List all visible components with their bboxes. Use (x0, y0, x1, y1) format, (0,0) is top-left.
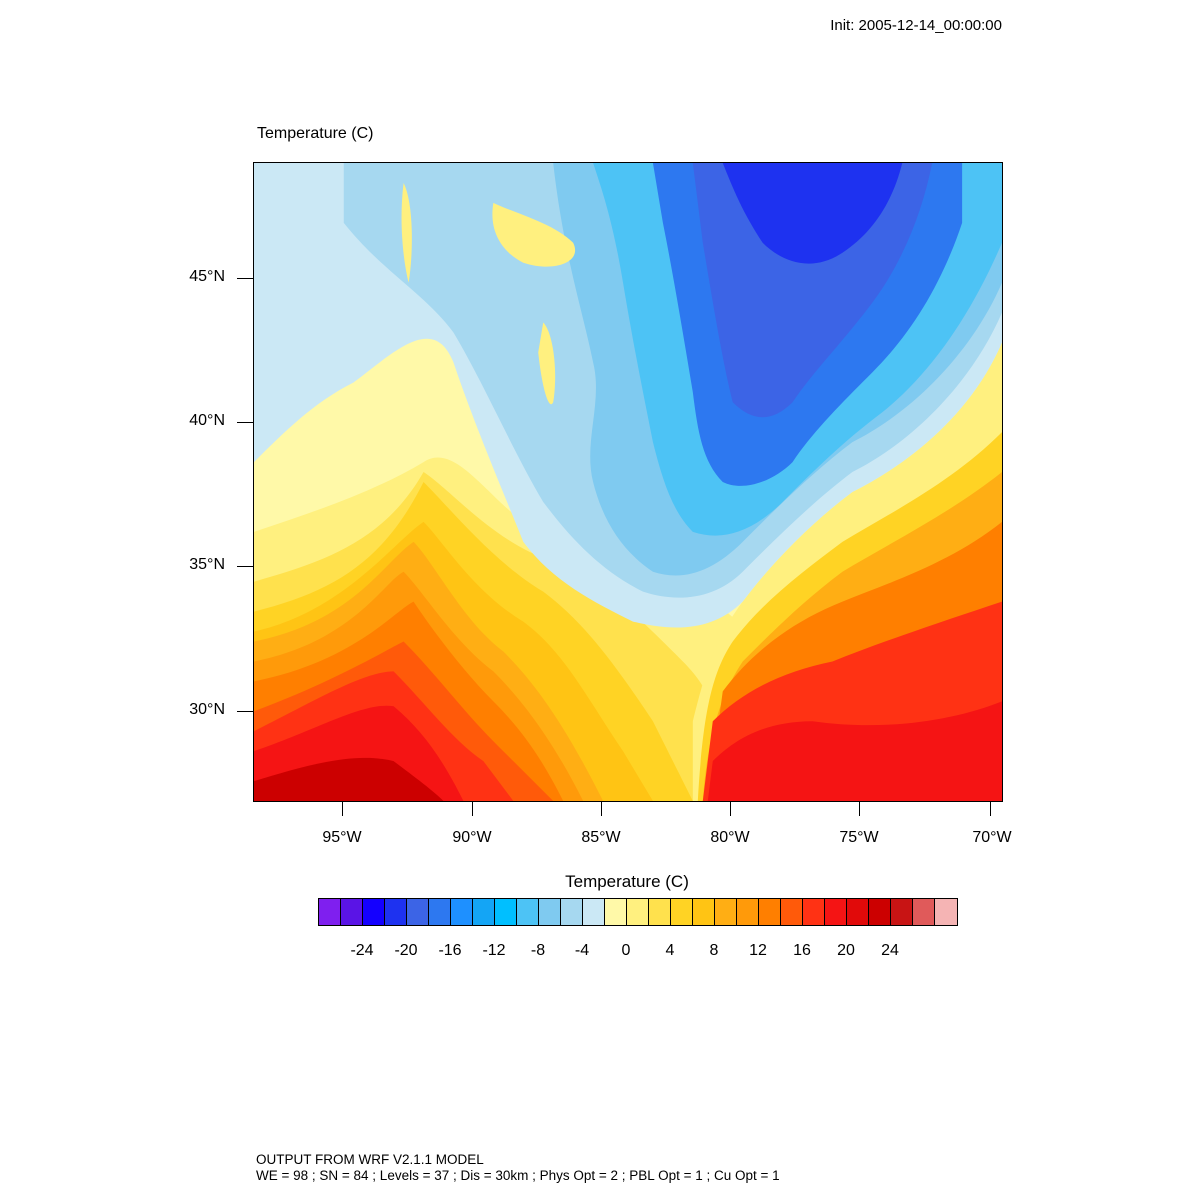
colorbar-swatch (605, 899, 627, 925)
contour-cold-12 (722, 163, 903, 264)
colorbar-swatch (517, 899, 539, 925)
colorbar-tick-label: -12 (482, 942, 506, 959)
colorbar-swatch (715, 899, 737, 925)
colorbar-swatch (429, 899, 451, 925)
colorbar-swatch (693, 899, 715, 925)
colorbar-swatch (847, 899, 869, 925)
colorbar-tick-label: 4 (665, 942, 675, 959)
warm-strip-west (401, 182, 412, 283)
colorbar-swatch (451, 899, 473, 925)
lat-label: 35°N (189, 556, 225, 573)
colorbar-swatch (891, 899, 913, 925)
lat-label: 45°N (189, 268, 225, 285)
colorbar-swatch (935, 899, 957, 925)
lon-label: 70°W (972, 829, 1012, 846)
colorbar-swatch (385, 899, 407, 925)
colorbar-swatch (473, 899, 495, 925)
lon-label: 85°W (581, 829, 621, 846)
east-warm-20 (707, 701, 1002, 801)
colorbar-tick-label: -8 (530, 942, 546, 959)
lon-tick (472, 802, 473, 816)
colorbar-swatch (319, 899, 341, 925)
lon-tick (730, 802, 731, 816)
lon-label: 90°W (452, 829, 492, 846)
lat-tick (237, 278, 253, 279)
colorbar-swatch (627, 899, 649, 925)
footer-line-2: WE = 98 ; SN = 84 ; Levels = 37 ; Dis = … (256, 1168, 780, 1183)
lat-tick (237, 566, 253, 567)
colorbar-swatch (583, 899, 605, 925)
colorbar-tick-label: -16 (438, 942, 462, 959)
lon-label: 75°W (839, 829, 879, 846)
colorbar-swatch (341, 899, 363, 925)
lat-label: 40°N (189, 412, 225, 429)
colorbar-tick-label: -20 (394, 942, 418, 959)
colorbar-tick-label: 16 (793, 942, 811, 959)
temperature-map (253, 162, 1003, 802)
colorbar-tick-label: 24 (881, 942, 899, 959)
colorbar-swatch (803, 899, 825, 925)
lon-tick (990, 802, 991, 816)
colorbar-swatch (539, 899, 561, 925)
colorbar (318, 898, 958, 926)
colorbar-swatch (781, 899, 803, 925)
lon-label: 80°W (710, 829, 750, 846)
colorbar-swatch (671, 899, 693, 925)
colorbar-swatch (759, 899, 781, 925)
lat-label: 30°N (189, 701, 225, 718)
colorbar-swatch (737, 899, 759, 925)
init-time-label: Init: 2005-12-14_00:00:00 (830, 17, 1002, 34)
colorbar-tick-label: 0 (621, 942, 631, 959)
colorbar-tick-label: -4 (574, 942, 590, 959)
plot-title: Temperature (C) (257, 125, 374, 142)
footer-line-1: OUTPUT FROM WRF V2.1.1 MODEL (256, 1152, 484, 1167)
temperature-field (254, 163, 1002, 801)
colorbar-tick-label: -24 (350, 942, 374, 959)
lat-tick (237, 422, 253, 423)
lon-tick (859, 802, 860, 816)
lon-tick (342, 802, 343, 816)
model-info-footer: OUTPUT FROM WRF V2.1.1 MODEL WE = 98 ; S… (256, 1152, 780, 1184)
warm-strip-lake (538, 322, 556, 405)
colorbar-swatch (407, 899, 429, 925)
colorbar-swatch (825, 899, 847, 925)
contour-22to24 (254, 757, 444, 801)
colorbar-swatch (495, 899, 517, 925)
lon-label: 95°W (322, 829, 362, 846)
colorbar-swatch (869, 899, 891, 925)
lat-tick (237, 711, 253, 712)
lon-tick (601, 802, 602, 816)
colorbar-tick-label: 20 (837, 942, 855, 959)
colorbar-tick-label: 8 (709, 942, 719, 959)
colorbar-title: Temperature (C) (565, 872, 689, 891)
colorbar-swatch (561, 899, 583, 925)
colorbar-swatch (649, 899, 671, 925)
colorbar-swatch (363, 899, 385, 925)
colorbar-swatch (913, 899, 935, 925)
warm-patch-north (492, 202, 576, 267)
colorbar-tick-label: 12 (749, 942, 767, 959)
